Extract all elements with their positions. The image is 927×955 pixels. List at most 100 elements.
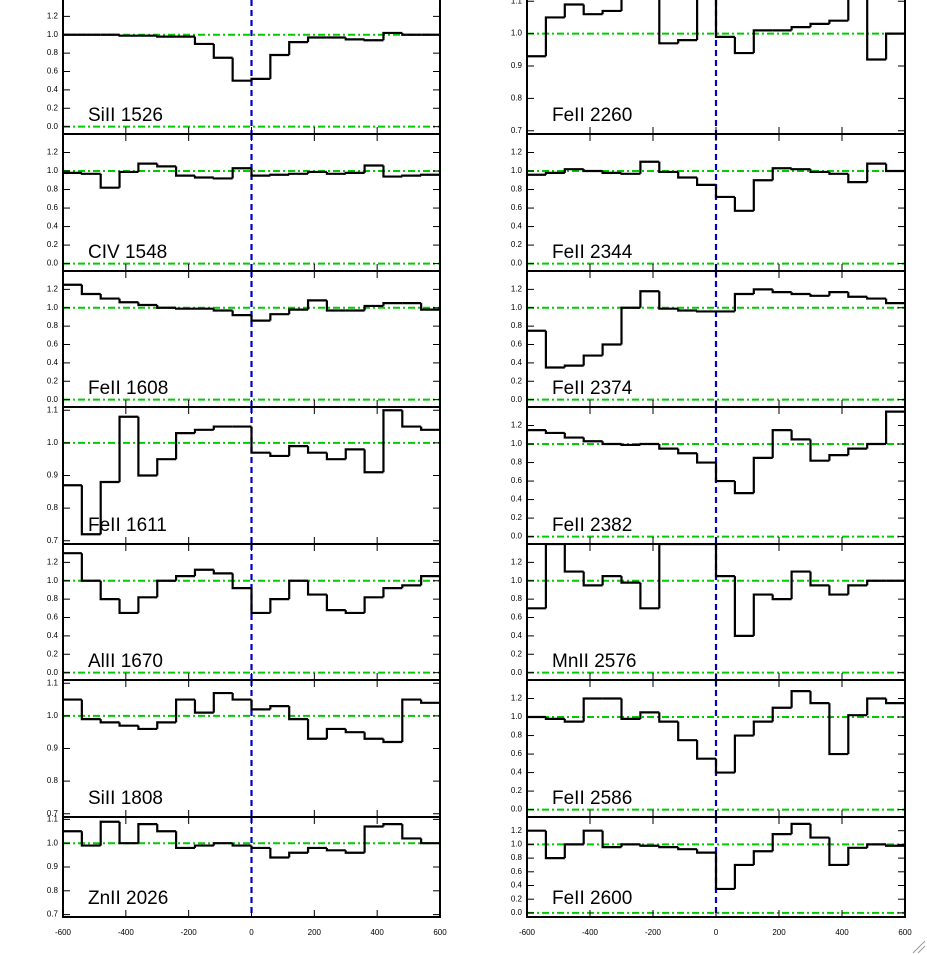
y-tick-label: 0.2 bbox=[511, 894, 523, 903]
flux-step bbox=[809, 823, 830, 839]
flux-step bbox=[696, 453, 716, 464]
flux-step bbox=[771, 706, 792, 722]
y-tick-label: 1.0 bbox=[511, 166, 523, 175]
y-tick-label: 0.0 bbox=[511, 668, 523, 677]
flux-step bbox=[288, 445, 309, 456]
flux-step bbox=[401, 698, 422, 742]
flux-step bbox=[866, 579, 887, 586]
flux-step bbox=[212, 842, 233, 846]
flux-step bbox=[771, 594, 792, 601]
flux-step bbox=[118, 34, 139, 37]
flux-step bbox=[250, 588, 271, 615]
flux-step bbox=[212, 425, 233, 430]
y-tick-label: 1.0 bbox=[47, 711, 59, 720]
flux-step bbox=[420, 575, 440, 586]
flux-step bbox=[325, 171, 346, 175]
x-tick-label: -400 bbox=[582, 928, 599, 937]
flux-step bbox=[363, 449, 384, 474]
flux-step bbox=[382, 587, 403, 598]
y-tick-label: 1.2 bbox=[511, 557, 523, 566]
flux-step bbox=[885, 163, 905, 173]
flux-step bbox=[231, 693, 252, 701]
flux-step bbox=[382, 165, 403, 178]
y-tick-label: 1.2 bbox=[511, 694, 523, 703]
panel: 0.0 0.2 0.4 0.6 0.8 1.0 1.2 MnII 2576 bbox=[511, 543, 906, 681]
y-tick-label: 0.4 bbox=[47, 358, 59, 367]
flux-step bbox=[363, 732, 384, 740]
flux-step bbox=[231, 57, 252, 82]
flux-step bbox=[250, 315, 271, 322]
flux-step bbox=[382, 738, 403, 744]
y-tick-label: 0.0 bbox=[511, 805, 523, 814]
flux-step bbox=[544, 16, 565, 57]
y-tick-label: 0.2 bbox=[47, 376, 59, 385]
flux-step bbox=[363, 596, 384, 613]
y-tick-label: 0.8 bbox=[47, 503, 59, 512]
grip-line bbox=[917, 945, 926, 954]
flux-step bbox=[231, 573, 252, 590]
flux-step bbox=[752, 29, 773, 54]
flux-step bbox=[620, 306, 641, 345]
flux-step bbox=[269, 452, 290, 458]
flux-step bbox=[193, 175, 214, 179]
flux-step bbox=[212, 308, 233, 312]
panel: 0.0 0.2 0.4 0.6 0.8 1.0 1.2 FeII 2586 bbox=[511, 679, 906, 818]
flux-step bbox=[363, 39, 384, 42]
flux-step bbox=[885, 298, 905, 305]
flux-step bbox=[658, 444, 679, 450]
flux-step bbox=[639, 711, 660, 719]
flux-step bbox=[790, 168, 811, 171]
flux-step bbox=[677, 308, 698, 312]
profile bbox=[63, 162, 440, 189]
y-tick-label: 0.4 bbox=[511, 358, 523, 367]
flux-step bbox=[306, 170, 327, 174]
x-tick-label: 0 bbox=[714, 928, 719, 937]
flux-step bbox=[137, 596, 158, 613]
y-tick-label: 0.8 bbox=[511, 594, 523, 603]
y-tick-label: 1.0 bbox=[511, 29, 523, 38]
y-tick-label: 0.8 bbox=[47, 48, 59, 57]
profile bbox=[527, 288, 905, 369]
flux-step bbox=[363, 825, 384, 853]
y-tick-label: 0.8 bbox=[47, 776, 59, 785]
flux-step bbox=[828, 585, 849, 596]
flux-step bbox=[847, 173, 868, 184]
flux-step bbox=[420, 303, 440, 311]
y-tick-label: 1.2 bbox=[511, 826, 523, 835]
y-tick-label: 0.7 bbox=[47, 809, 59, 818]
line-label: SiII 1808 bbox=[88, 788, 163, 809]
y-tick-label: 0.2 bbox=[47, 240, 59, 249]
panel: 0.0 0.2 0.4 0.6 0.8 1.0 1.2 FeII 1608 bbox=[47, 270, 441, 408]
profile bbox=[63, 691, 440, 744]
x-tick-label: 0 bbox=[249, 928, 254, 937]
flux-step bbox=[563, 544, 584, 573]
flux-step bbox=[696, 0, 699, 41]
flux-step bbox=[752, 179, 773, 211]
flux-step bbox=[885, 32, 905, 60]
flux-step bbox=[401, 584, 422, 589]
flux-step bbox=[790, 430, 811, 441]
flux-step bbox=[288, 41, 309, 55]
flux-step bbox=[620, 443, 641, 447]
flux-step bbox=[175, 431, 195, 460]
flux-step bbox=[156, 458, 177, 476]
flux-step bbox=[828, 837, 849, 867]
flux-step bbox=[714, 758, 735, 774]
y-tick-label: 0.9 bbox=[511, 61, 523, 70]
flux-step bbox=[563, 168, 584, 173]
flux-step bbox=[601, 343, 622, 356]
flux-step bbox=[401, 32, 422, 36]
flux-step bbox=[156, 305, 177, 309]
panel: 0.7 0.8 0.9 1.0 1.1 FeII 2260 bbox=[511, 0, 906, 135]
flux-step bbox=[677, 721, 698, 742]
y-tick-label: 0.2 bbox=[511, 649, 523, 658]
y-tick-label: 0.8 bbox=[511, 731, 523, 740]
x-tick-label: -600 bbox=[55, 928, 72, 937]
profile bbox=[527, 544, 905, 637]
y-tick-label: 0.2 bbox=[511, 376, 523, 385]
flux-step bbox=[790, 822, 811, 835]
flux-step bbox=[582, 169, 603, 173]
y-tick-label: 1.0 bbox=[47, 838, 59, 847]
y-tick-label: 0.0 bbox=[511, 259, 523, 268]
flux-step bbox=[544, 830, 565, 860]
